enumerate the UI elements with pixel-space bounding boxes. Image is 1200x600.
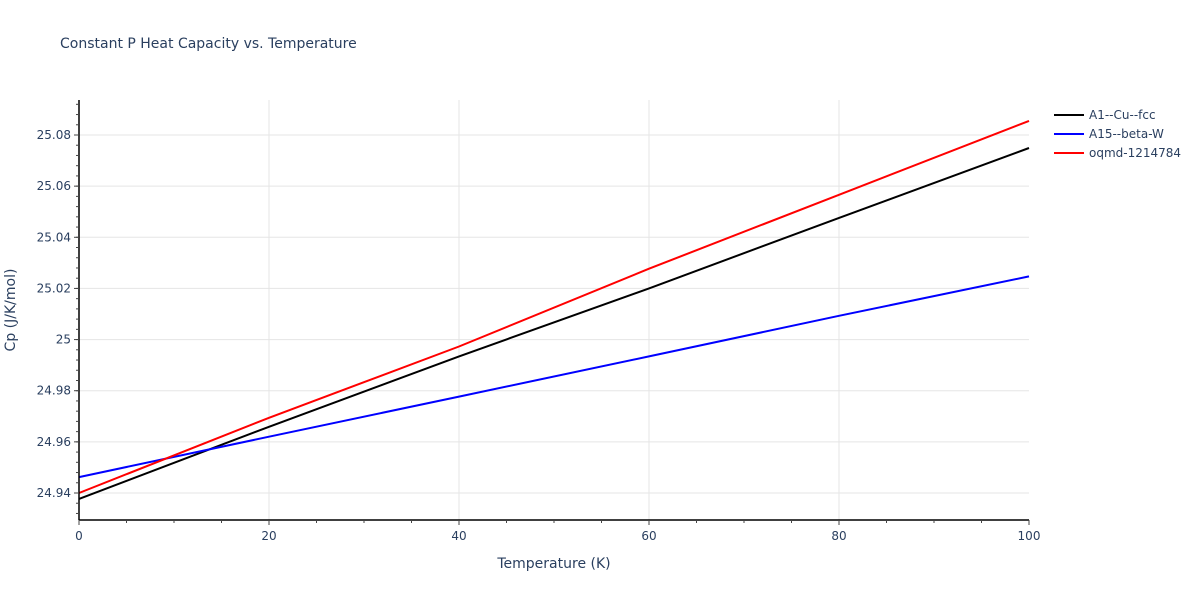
y-tick-label: 25.06 <box>37 179 71 193</box>
series-line-oqmd-1214784[interactable] <box>78 119 1030 494</box>
legend-label: oqmd-1214784 <box>1089 145 1182 160</box>
x-tick-label: 100 <box>1018 529 1041 543</box>
y-gridlines <box>79 134 1029 494</box>
x-tick-label: 40 <box>451 529 466 543</box>
axes <box>78 100 1029 521</box>
legend-line-swatch-icon <box>1054 132 1084 135</box>
y-tick-label: 25.02 <box>37 281 71 295</box>
legend-label: A1--Cu--fcc <box>1089 107 1156 122</box>
legend-item[interactable]: oqmd-1214784 <box>1054 143 1181 162</box>
y-tick-label: 25.04 <box>37 230 71 244</box>
y-tick-label: 24.98 <box>37 384 71 398</box>
y-tick-label: 25.08 <box>37 128 71 142</box>
series-lines <box>78 119 1030 500</box>
legend-line-swatch-icon <box>1054 113 1084 116</box>
y-axis-title: Cp (J/K/mol) <box>3 269 19 352</box>
x-tick-label: 20 <box>261 529 276 543</box>
x-axis-ticks: 0 20 40 60 80 100 <box>75 520 1040 543</box>
legend-line-swatch-icon <box>1054 151 1084 154</box>
y-tick-label: 25 <box>56 333 71 347</box>
x-tick-label: 0 <box>75 529 83 543</box>
legend: A1--Cu--fcc A15--beta-W oqmd-1214784 <box>1054 105 1181 162</box>
legend-item[interactable]: A1--Cu--fcc <box>1054 105 1181 124</box>
series-line-A15--beta-W[interactable] <box>78 275 1030 479</box>
y-tick-label: 24.96 <box>37 435 71 449</box>
x-tick-label: 60 <box>641 529 656 543</box>
legend-item[interactable]: A15--beta-W <box>1054 124 1181 143</box>
legend-label: A15--beta-W <box>1089 126 1164 141</box>
y-tick-label: 24.94 <box>37 486 71 500</box>
x-axis-title: Temperature (K) <box>496 556 610 572</box>
x-gridlines <box>268 100 840 520</box>
series-line-A1--Cu--fcc[interactable] <box>78 147 1030 500</box>
chart-title: Constant P Heat Capacity vs. Temperature <box>60 36 357 52</box>
x-tick-label: 80 <box>831 529 846 543</box>
y-axis-ticks: 24.94 24.96 24.98 25 25.02 25.04 25.06 25.08 <box>37 103 79 514</box>
